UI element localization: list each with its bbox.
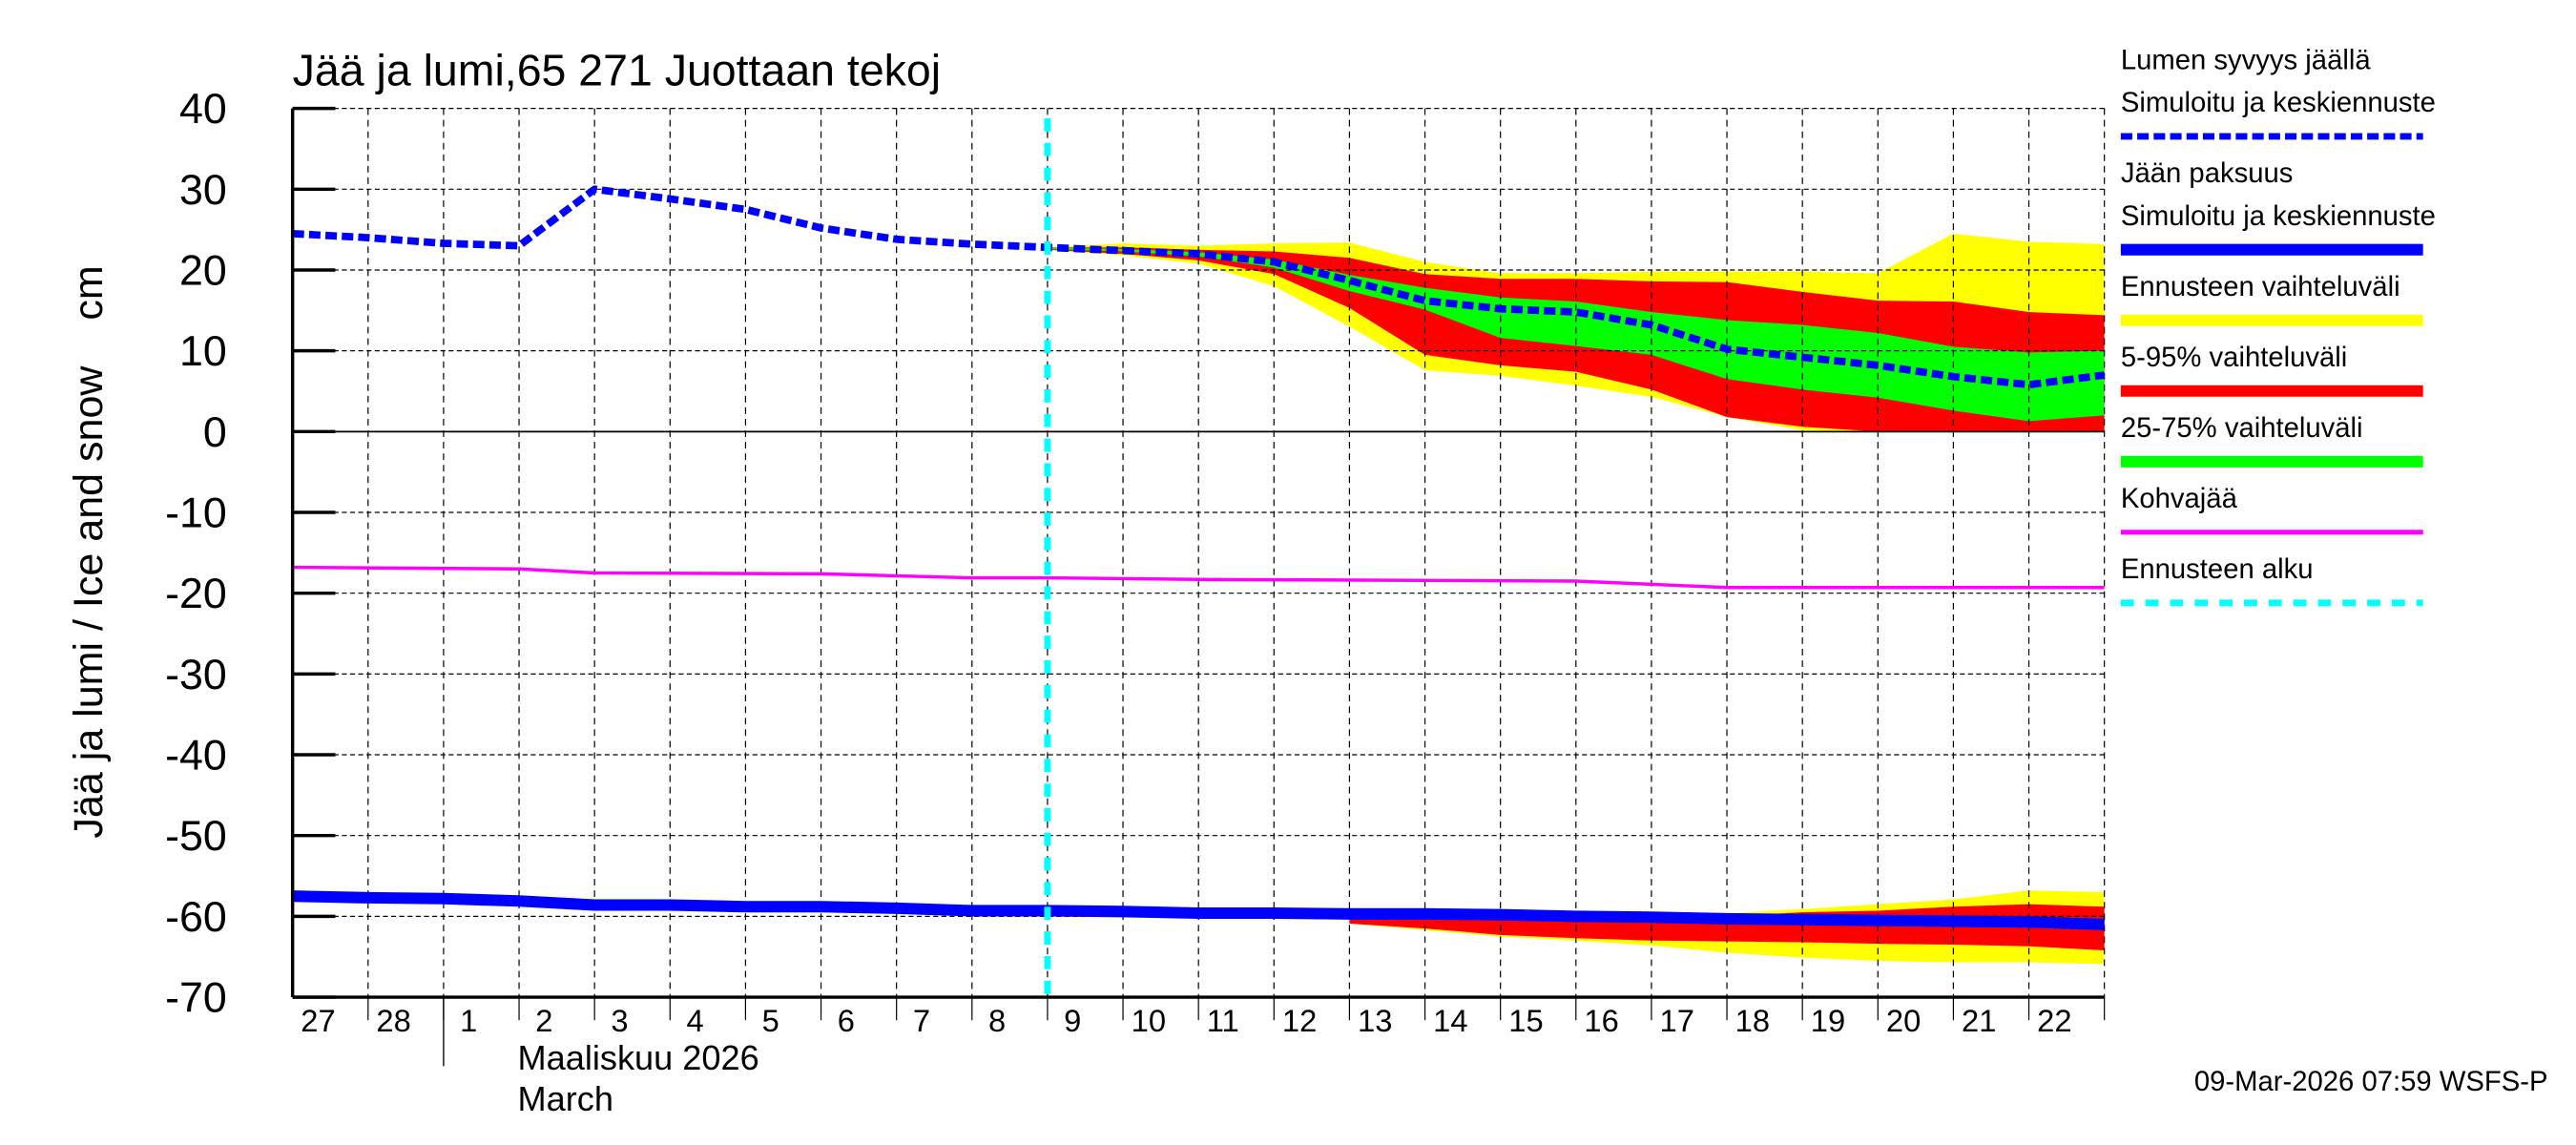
x-tick-label: 17 — [1660, 1003, 1694, 1038]
x-tick-label: 8 — [988, 1003, 1006, 1038]
legend-label: 5-95% vaihteluväli — [2121, 343, 2347, 373]
x-tick-label: 6 — [838, 1003, 855, 1038]
x-tick-label: 13 — [1358, 1003, 1392, 1038]
x-tick-label: 1 — [460, 1003, 477, 1038]
x-tick-label: 22 — [2037, 1003, 2071, 1038]
y-tick-label: -70 — [165, 974, 227, 1022]
footer-timestamp: 09-Mar-2026 07:59 WSFS-P — [2194, 1067, 2548, 1097]
legend-label: Ennusteen vaihteluväli — [2121, 272, 2400, 302]
legend-label: Simuloitu ja keskiennuste — [2121, 88, 2436, 118]
y-axis-label: Jää ja lumi / Ice and snow cm — [66, 265, 112, 838]
x-tick-label: 7 — [913, 1003, 930, 1038]
x-tick-label: 16 — [1584, 1003, 1618, 1038]
x-tick-label: 14 — [1433, 1003, 1467, 1038]
x-tick-label: 3 — [611, 1003, 628, 1038]
x-tick-label: 27 — [301, 1003, 335, 1038]
x-tick-label: 19 — [1811, 1003, 1845, 1038]
legend-label: Ennusteen alku — [2121, 554, 2314, 585]
y-tick-label: -10 — [165, 489, 227, 536]
x-tick-label: 2 — [535, 1003, 552, 1038]
y-tick-label: -20 — [165, 570, 227, 617]
legend-label: Kohvajää — [2121, 484, 2238, 514]
y-tick-label: 40 — [179, 85, 227, 133]
legend-label: 25-75% vaihteluväli — [2121, 413, 2363, 444]
y-tick-label: -60 — [165, 893, 227, 941]
x-tick-label: 10 — [1132, 1003, 1166, 1038]
x-tick-label: 11 — [1207, 1003, 1239, 1038]
y-tick-label: -40 — [165, 732, 227, 780]
legend-label: Jään paksuus — [2121, 158, 2294, 189]
x-tick-label: 28 — [376, 1003, 410, 1038]
snow-25-75-band — [1047, 247, 2105, 422]
x-tick-label: 12 — [1282, 1003, 1317, 1038]
y-tick-label: -50 — [165, 812, 227, 860]
y-tick-label: -30 — [165, 651, 227, 698]
y-tick-label: 30 — [179, 166, 227, 214]
x-tick-label: 4 — [687, 1003, 704, 1038]
slush-ice-line — [292, 565, 2105, 590]
y-tick-label: 10 — [179, 327, 227, 375]
legend-label: Lumen syvyys jäällä — [2121, 45, 2371, 75]
y-tick-label: 0 — [203, 408, 227, 456]
x-tick-label: 21 — [1962, 1003, 1996, 1038]
x-tick-label: 18 — [1735, 1003, 1770, 1038]
x-tick-label: 5 — [762, 1003, 779, 1038]
x-tick-label: 9 — [1064, 1003, 1081, 1038]
x-tick-label: 15 — [1508, 1003, 1543, 1038]
chart-title: Jää ja lumi,65 271 Juottaan tekoj — [293, 46, 941, 95]
legend: Lumen syvyys jäällä Simuloitu ja keskienn… — [2120, 45, 2436, 607]
legend-label: Simuloitu ja keskiennuste — [2121, 201, 2436, 232]
snow-depth-line — [292, 185, 2106, 389]
x-tick-label: 20 — [1886, 1003, 1921, 1038]
x-axis-month-label: Maaliskuu 2026 — [518, 1038, 759, 1077]
ice-thickness-line — [292, 890, 2105, 930]
x-axis-month-label-en: March — [518, 1079, 613, 1118]
y-tick-label: 20 — [179, 246, 227, 294]
